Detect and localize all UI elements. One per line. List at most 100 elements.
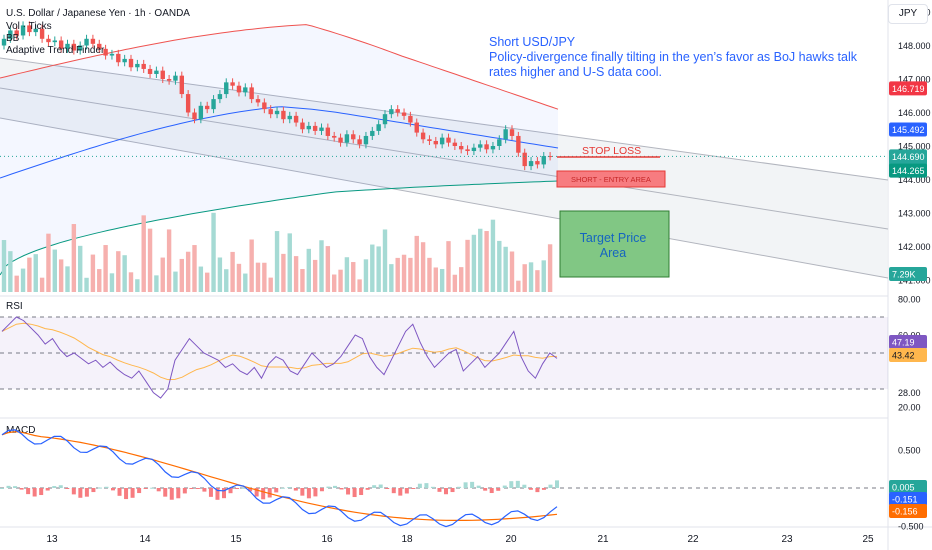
candle-body	[52, 40, 57, 43]
candle-body	[516, 135, 521, 153]
candle-body	[122, 58, 127, 63]
candle-body	[427, 139, 432, 141]
volume-bar	[14, 275, 19, 292]
volume-tag: 7.29K	[892, 270, 916, 280]
candle-body	[103, 48, 108, 56]
candle-body	[478, 144, 483, 148]
volume-bar	[33, 254, 38, 292]
candle-body	[420, 132, 426, 140]
volume-bar	[509, 251, 515, 292]
macd-histogram-bar	[287, 487, 292, 489]
time-tick-label: 21	[597, 534, 609, 545]
volume-bar	[363, 259, 369, 292]
candle-body	[452, 142, 458, 146]
macd-histogram-bar	[261, 488, 266, 500]
candle-body	[268, 109, 273, 115]
macd-histogram-bar	[156, 488, 161, 492]
macd-histogram-bar	[254, 488, 259, 497]
bb-basis-price-tag-bg	[889, 122, 927, 137]
macd-histogram-bar	[91, 488, 96, 493]
bb-lower-price-tag-bg	[889, 163, 927, 178]
macd-histogram-bar	[248, 488, 253, 492]
volume-bar	[541, 260, 546, 292]
currency-button[interactable]: JPY	[888, 4, 928, 24]
candle-body	[65, 43, 70, 49]
macd-histogram-bar	[444, 488, 448, 495]
annotation-title: Short USD/JPY	[489, 35, 576, 49]
symbol-title[interactable]: U.S. Dollar / Japanese Yen · 1h · OANDA	[6, 8, 190, 19]
candle-body	[1, 38, 7, 46]
volume-bar	[338, 269, 343, 292]
bb-lower-price-tag: 144.265	[892, 166, 925, 176]
candle-body	[535, 161, 540, 165]
candle-body	[116, 53, 121, 63]
macd-histogram-bar	[163, 488, 168, 497]
macd-histogram-bar	[352, 488, 357, 498]
volume-bar	[122, 255, 127, 292]
indicator-bb-label[interactable]: BB	[6, 33, 20, 44]
candle-body	[173, 75, 178, 81]
price-tick-label: 144.000	[898, 175, 931, 185]
candle-body	[185, 94, 191, 113]
volume-bar	[109, 273, 115, 292]
macd-histogram-bar	[313, 488, 318, 497]
macd-histogram-bar	[208, 488, 213, 497]
time-tick-label: 22	[687, 534, 699, 545]
macd-histogram-bar	[143, 488, 148, 489]
macd-hist-tag: 0.005	[892, 483, 915, 493]
price-tick-label: 145.000	[898, 142, 931, 152]
volume-bar	[262, 262, 267, 292]
candle-body	[154, 70, 159, 74]
candle-body	[141, 63, 146, 69]
annotation-body: Policy-divergence finally tilting in the…	[489, 50, 857, 79]
macd-histogram-bar	[215, 488, 220, 500]
candle-body	[84, 38, 89, 46]
macd-histogram-bar	[417, 483, 422, 488]
target-area-box	[559, 210, 670, 278]
macd-histogram-bar	[404, 488, 409, 494]
macd-histogram-bar	[359, 488, 364, 496]
price-tick-label: 146.000	[898, 108, 931, 118]
candle-body	[135, 63, 140, 68]
volume-bar	[300, 269, 305, 292]
macd-histogram-bar	[346, 488, 351, 495]
candle-body	[395, 109, 400, 113]
candle-body	[14, 30, 19, 36]
candle-body	[351, 134, 356, 140]
macd-tick-label: 0.500	[898, 446, 921, 456]
bb-upper-price-tag-bg	[889, 81, 927, 96]
candle-body	[408, 115, 413, 123]
candle-body	[370, 130, 375, 136]
indicator-trend-label[interactable]: Adaptive Trend Finder	[6, 45, 105, 56]
candle-body	[58, 40, 64, 49]
volume-bar	[249, 239, 254, 292]
candle-body	[357, 139, 362, 145]
rsi-ma-line	[1, 322, 558, 381]
trend-channel-mid	[0, 87, 889, 230]
macd-line	[1, 429, 558, 528]
volume-bar	[516, 280, 521, 292]
macd-histogram-bar	[535, 488, 540, 493]
candle-body	[262, 102, 267, 110]
candle-body	[459, 146, 464, 150]
candle-body	[192, 112, 197, 120]
macd-histogram-bar	[111, 488, 115, 491]
macd-histogram-bar	[293, 488, 298, 491]
macd-histogram-bar	[104, 486, 109, 488]
candle-body	[382, 114, 388, 125]
volume-bar	[1, 240, 7, 292]
volume-bar	[135, 279, 140, 292]
macd-histogram-bar	[326, 486, 331, 488]
target-area-label-2: Area	[600, 246, 626, 260]
macd-histogram-bar	[195, 488, 200, 489]
time-tick-label: 20	[505, 534, 517, 545]
volume-bar	[344, 257, 350, 292]
indicator-volume-label[interactable]: Vol · Ticks	[6, 21, 52, 32]
candle-body	[306, 125, 311, 130]
candle-body	[109, 53, 115, 56]
trend-channel-lower	[0, 117, 889, 279]
candle-body	[147, 68, 153, 74]
macd-histogram-bar	[124, 488, 129, 500]
candle-body	[490, 146, 496, 150]
